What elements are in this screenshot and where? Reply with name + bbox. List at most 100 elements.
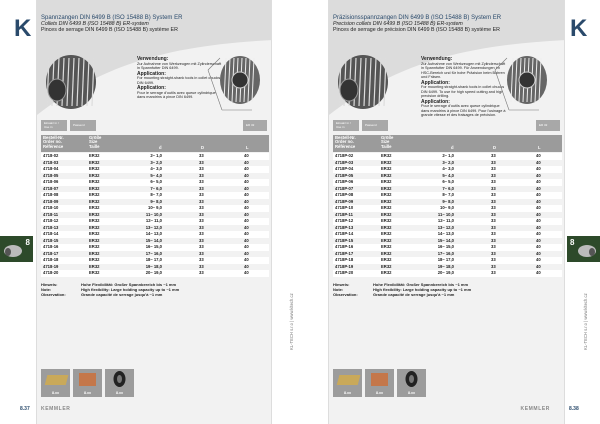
collet-box-icon xyxy=(79,373,96,386)
outer-diameter-D: 33 xyxy=(199,231,204,236)
note-text: Grande capacité de serrage jusqu'à ~1 mm xyxy=(81,292,163,297)
clamping-range-d: 18– 17,0 xyxy=(437,257,454,262)
table-row: 4718-03 ER32 3– 2,0 33 40 xyxy=(41,160,269,167)
header-order-no: Bestell-Nr. Order no. Référence xyxy=(335,135,356,149)
length-L: 40 xyxy=(244,172,249,178)
title-de: Spannzangen DIN 6499 B (ISO 15488 B) Sys… xyxy=(41,15,183,21)
order-number: 4718-20 xyxy=(43,270,59,275)
clamping-range-d: 9– 8,0 xyxy=(442,198,454,204)
order-number: 4718-11 xyxy=(43,211,59,217)
table-row: 4718P-20 ER32 20– 19,0 33 40 xyxy=(333,270,562,277)
order-number: 4718-10 xyxy=(43,205,59,210)
clamping-range-d: 6– 5,0 xyxy=(442,179,454,184)
order-number: 4718-05 xyxy=(43,172,59,178)
order-number: 4718-09 xyxy=(43,198,59,204)
length-L: 40 xyxy=(244,237,249,243)
accessory-thumbnail[interactable]: 8.xx xyxy=(333,369,362,397)
accessory-thumbnail[interactable]: 8.xx xyxy=(105,369,134,397)
usage-heading: Application: xyxy=(137,85,166,91)
collet-size: ER32 xyxy=(89,257,100,262)
side-text: KL-TECH s.r.o | www.kltech.cz xyxy=(583,293,588,350)
header-L: L xyxy=(246,145,249,150)
length-L: 40 xyxy=(536,257,541,262)
chapter-tab[interactable]: 8 xyxy=(0,236,33,262)
clamping-range-d: 11– 10,0 xyxy=(437,211,454,217)
note-label: Observation: xyxy=(333,292,358,297)
outer-diameter-D: 33 xyxy=(199,179,204,184)
accessory-thumbnail[interactable]: 8.xx xyxy=(397,369,426,397)
chapter-number: 8 xyxy=(570,238,575,247)
header-d: d xyxy=(159,145,162,150)
clamping-range-d: 12– 11,0 xyxy=(145,218,162,223)
collet-size: ER32 xyxy=(381,198,392,204)
collet-size: ER32 xyxy=(89,185,100,191)
order-number: 4718-14 xyxy=(43,231,59,236)
table-row: 4718P-02 ER32 2– 1,0 33 40 xyxy=(333,153,562,160)
table-row: 4718-15 ER32 15– 14,0 33 40 xyxy=(41,238,269,245)
chapter-tab[interactable]: 8 xyxy=(567,236,600,262)
notes: Hinweis: Hohe Flexibilität: Großer Spannb… xyxy=(333,282,562,297)
order-number: 4718-12 xyxy=(43,218,59,223)
order-number: 4718P-20 xyxy=(335,270,354,275)
length-L: 40 xyxy=(244,211,249,217)
collet-size: ER32 xyxy=(89,172,100,178)
table-row: 4718-04 ER32 4– 3,0 33 40 xyxy=(41,166,269,173)
table-row: 4718P-08 ER32 8– 7,0 33 40 xyxy=(333,192,562,199)
order-number: 4718-13 xyxy=(43,224,59,230)
collet-size: ER32 xyxy=(89,263,100,269)
usage-heading: Verwendung: xyxy=(421,56,453,62)
clamping-range-d: 5– 4,0 xyxy=(150,172,162,178)
collet-size: ER32 xyxy=(381,263,392,269)
side-text: KL-TECH s.r.o | www.kltech.cz xyxy=(289,293,294,350)
page-number: 8.37 xyxy=(20,406,30,412)
collet-chapter-icon xyxy=(4,245,22,257)
length-L: 40 xyxy=(536,250,541,256)
title-en: Collets DIN 6499 B (ISO 15488 B) ER-syst… xyxy=(41,21,149,28)
outer-diameter-D: 33 xyxy=(491,218,496,223)
header-D: D xyxy=(201,145,205,150)
order-number: 4718P-02 xyxy=(335,153,354,158)
note-label: Hinweis: xyxy=(333,282,350,287)
title-en: Precision collets DIN 6499 B (ISO 15488 … xyxy=(333,21,463,28)
accessory-thumbnail[interactable]: 8.xx xyxy=(365,369,394,397)
header-d: d xyxy=(451,145,454,150)
table-header: Bestell-Nr. Order no. Référence Größe Si… xyxy=(41,135,269,152)
length-L: 40 xyxy=(244,244,249,249)
order-number: 4718-18 xyxy=(43,257,59,262)
outer-diameter-D: 33 xyxy=(491,192,496,197)
table-row: 4718-10 ER32 10– 9,0 33 40 xyxy=(41,205,269,212)
usage-tag: Einsatz in / Use in xyxy=(41,120,67,131)
collet-size: ER32 xyxy=(381,250,392,256)
accessory-thumbnail[interactable]: 8.xx xyxy=(73,369,102,397)
collet-size: ER32 xyxy=(89,237,100,243)
clamping-range-d: 14– 13,0 xyxy=(437,231,454,236)
length-L: 40 xyxy=(536,224,541,230)
length-L: 40 xyxy=(244,224,249,230)
accessory-thumbnail[interactable]: 8.xx xyxy=(41,369,70,397)
title-block: Präzisionsspannzangen DIN 6499 B (ISO 15… xyxy=(333,15,501,34)
table-row: 4718P-18 ER32 18– 17,0 33 40 xyxy=(333,257,562,264)
note-text: Grande capacité de serrage jusqu'à ~1 mm xyxy=(373,292,455,297)
seal-ring-icon xyxy=(113,371,126,387)
usage-heading: Application: xyxy=(421,79,450,86)
kemmler-logo: K xyxy=(14,15,32,42)
table-row: 4718P-07 ER32 7– 6,0 33 40 xyxy=(333,186,562,193)
clamping-range-d: 8– 7,0 xyxy=(442,192,454,197)
order-number: 4718-16 xyxy=(43,244,59,249)
collet-size: ER32 xyxy=(89,244,100,249)
size-tag: ER 32 xyxy=(243,120,267,131)
collet-size: ER32 xyxy=(89,153,100,158)
collet-size: ER32 xyxy=(89,224,100,230)
table-row: 4718-16 ER32 16– 15,0 33 40 xyxy=(41,244,269,251)
clamping-range-d: 17– 16,0 xyxy=(437,250,454,256)
collet-chapter-icon xyxy=(578,245,596,257)
outer-diameter-D: 33 xyxy=(199,185,204,191)
collet-size: ER32 xyxy=(381,172,392,178)
length-L: 40 xyxy=(244,166,249,171)
usage-tag: Einsatz in / Use in xyxy=(333,120,359,131)
length-L: 40 xyxy=(536,159,541,165)
title-block: Spannzangen DIN 6499 B (ISO 15488 B) Sys… xyxy=(41,15,182,34)
outer-diameter-D: 33 xyxy=(199,159,204,165)
thumbnail-page-ref: 8.xx xyxy=(52,391,59,395)
usage-heading: Verwendung: xyxy=(137,56,169,62)
